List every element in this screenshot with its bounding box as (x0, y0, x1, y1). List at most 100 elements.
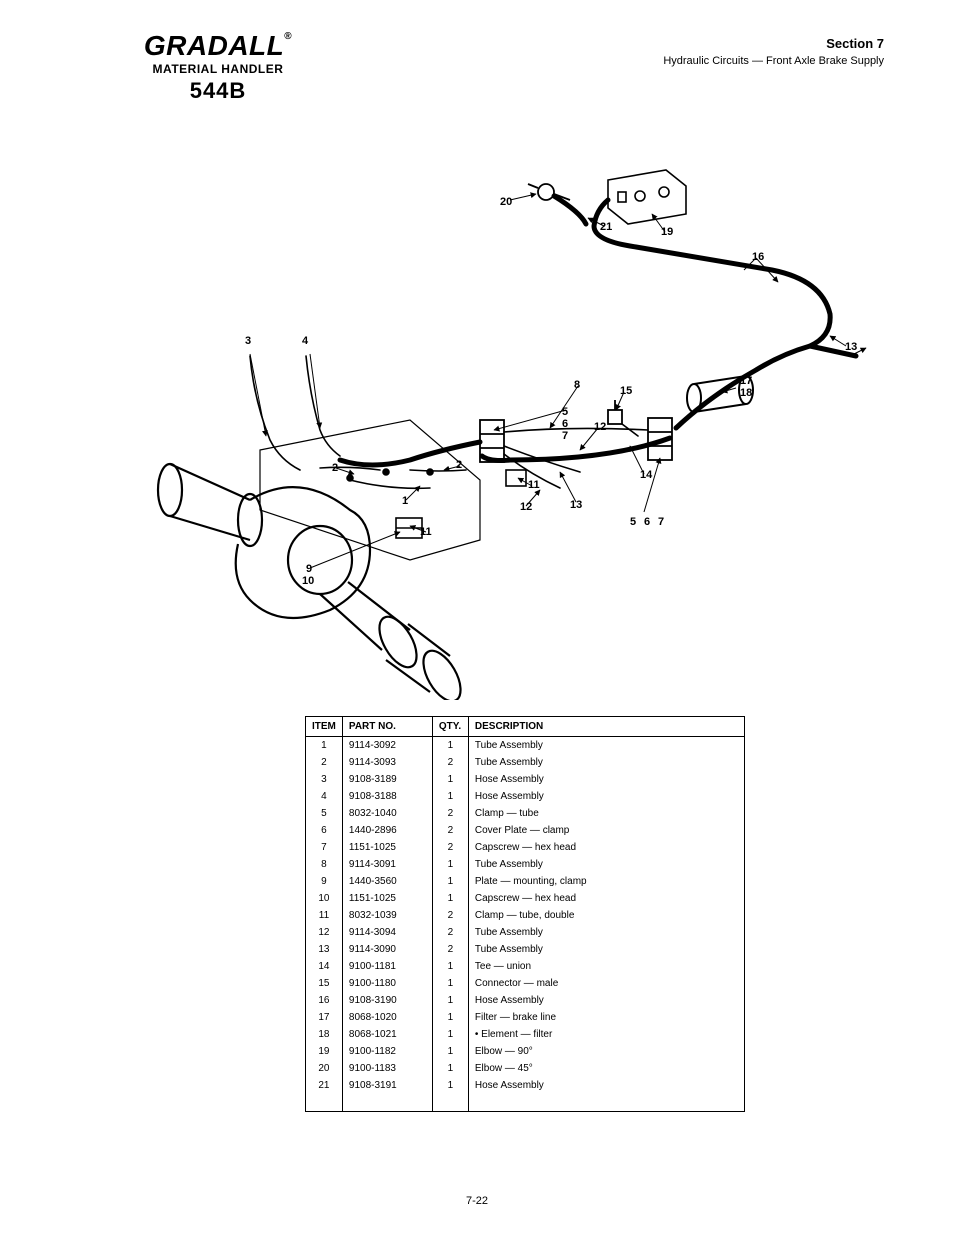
cell-desc: Clamp — tube, double (468, 907, 744, 924)
cell-part: 9114-3090 (342, 941, 432, 958)
brand-subtitle: MATERIAL HANDLER (118, 62, 318, 76)
cell-part: 1151-1025 (342, 890, 432, 907)
callout-10: 10 (302, 575, 314, 587)
table-row: 169108-31901Hose Assembly (306, 992, 745, 1009)
parts-table: ITEM PART NO. QTY. DESCRIPTION 19114-309… (305, 716, 745, 1112)
section-title: Section 7 (663, 36, 884, 51)
cell-item: 5 (306, 805, 343, 822)
callout-18: 18 (740, 387, 752, 399)
parts-table-element: ITEM PART NO. QTY. DESCRIPTION 19114-309… (305, 716, 745, 1112)
cell-desc: Connector — male (468, 975, 744, 992)
cell-part: 8068-1021 (342, 1026, 432, 1043)
cell-item: 18 (306, 1026, 343, 1043)
diagram-svg: 1 2 2 3 4 5 6 7 5 6 7 8 9 10 11 11 12 12… (110, 140, 880, 700)
cell-item: 12 (306, 924, 343, 941)
cell-item: 21 (306, 1077, 343, 1112)
table-row: 49108-31881Hose Assembly (306, 788, 745, 805)
cell-item: 1 (306, 737, 343, 755)
callout-21: 21 (600, 221, 612, 233)
cell-desc: Tube Assembly (468, 737, 744, 755)
cell-desc: Tube Assembly (468, 856, 744, 873)
cell-part: 1440-3560 (342, 873, 432, 890)
callout-19: 19 (661, 226, 673, 238)
brand-name: GRADALL® (118, 32, 318, 60)
callout-14: 14 (640, 469, 653, 481)
callout-7b: 7 (658, 516, 664, 528)
cell-qty: 1 (432, 1060, 468, 1077)
model-number: 544B (118, 78, 318, 104)
cell-qty: 2 (432, 754, 468, 771)
callout-13a: 13 (570, 499, 582, 511)
callout-16: 16 (752, 251, 764, 263)
brand-text: GRADALL (144, 30, 284, 61)
cell-desc: Filter — brake line (468, 1009, 744, 1026)
cell-item: 4 (306, 788, 343, 805)
table-row: 61440-28962Cover Plate — clamp (306, 822, 745, 839)
callout-5b: 5 (630, 516, 636, 528)
cell-qty: 1 (432, 856, 468, 873)
cell-qty: 2 (432, 805, 468, 822)
callout-2a: 2 (332, 462, 338, 474)
cell-qty: 1 (432, 1043, 468, 1060)
cell-qty: 2 (432, 822, 468, 839)
page-footer: 7-22 (0, 1195, 954, 1207)
axle-assembly-icon (158, 420, 480, 700)
cell-desc: Tube Assembly (468, 924, 744, 941)
callout-17: 17 (740, 375, 752, 387)
cell-part: 8032-1040 (342, 805, 432, 822)
cell-item: 17 (306, 1009, 343, 1026)
header-part: PART NO. (342, 717, 432, 737)
table-row: 188068-10211• Element — filter (306, 1026, 745, 1043)
cell-part: 8032-1039 (342, 907, 432, 924)
cell-desc: Capscrew — hex head (468, 839, 744, 856)
registered-mark: ® (284, 31, 292, 42)
header-desc: DESCRIPTION (468, 717, 744, 737)
cell-desc: Capscrew — hex head (468, 890, 744, 907)
cell-qty: 2 (432, 839, 468, 856)
table-row: 219108-31911Hose Assembly (306, 1077, 745, 1112)
callout-20: 20 (500, 196, 512, 208)
cell-item: 6 (306, 822, 343, 839)
cell-desc: Hose Assembly (468, 788, 744, 805)
callout-12b: 12 (594, 421, 606, 433)
cell-qty: 1 (432, 890, 468, 907)
callout-11a: 11 (420, 526, 432, 538)
table-row: 129114-30942Tube Assembly (306, 924, 745, 941)
table-row: 91440-35601Plate — mounting, clamp (306, 873, 745, 890)
table-row: 71151-10252Capscrew — hex head (306, 839, 745, 856)
table-row: 118032-10392Clamp — tube, double (306, 907, 745, 924)
cell-item: 15 (306, 975, 343, 992)
cell-part: 9100-1180 (342, 975, 432, 992)
cell-desc: Cover Plate — clamp (468, 822, 744, 839)
parts-diagram: 1 2 2 3 4 5 6 7 5 6 7 8 9 10 11 11 12 12… (110, 140, 880, 700)
cell-qty: 1 (432, 788, 468, 805)
callout-3: 3 (245, 335, 251, 347)
callout-6b: 6 (644, 516, 650, 528)
table-row: 149100-11811Tee — union (306, 958, 745, 975)
callout-13b: 13 (845, 341, 857, 353)
table-row: 89114-30911Tube Assembly (306, 856, 745, 873)
table-header-row: ITEM PART NO. QTY. DESCRIPTION (306, 717, 745, 737)
cell-qty: 1 (432, 1009, 468, 1026)
cell-part: 9108-3188 (342, 788, 432, 805)
callout-12a: 12 (520, 501, 532, 513)
table-row: 209100-11831Elbow — 45° (306, 1060, 745, 1077)
cell-qty: 1 (432, 1026, 468, 1043)
cell-part: 9100-1183 (342, 1060, 432, 1077)
table-row: 58032-10402Clamp — tube (306, 805, 745, 822)
callout-9: 9 (306, 563, 312, 575)
table-row: 139114-30902Tube Assembly (306, 941, 745, 958)
table-row: 101151-10251Capscrew — hex head (306, 890, 745, 907)
table-row: 39108-31891Hose Assembly (306, 771, 745, 788)
cell-part: 9114-3093 (342, 754, 432, 771)
section-subtitle: Hydraulic Circuits — Front Axle Brake Su… (663, 55, 884, 67)
cell-qty: 1 (432, 873, 468, 890)
cell-part: 9100-1182 (342, 1043, 432, 1060)
cell-part: 9100-1181 (342, 958, 432, 975)
section-heading: Section 7 Hydraulic Circuits — Front Axl… (663, 36, 884, 67)
callout-2b: 2 (456, 459, 462, 471)
cell-part: 1151-1025 (342, 839, 432, 856)
cell-qty: 2 (432, 907, 468, 924)
cell-qty: 2 (432, 924, 468, 941)
header-qty: QTY. (432, 717, 468, 737)
